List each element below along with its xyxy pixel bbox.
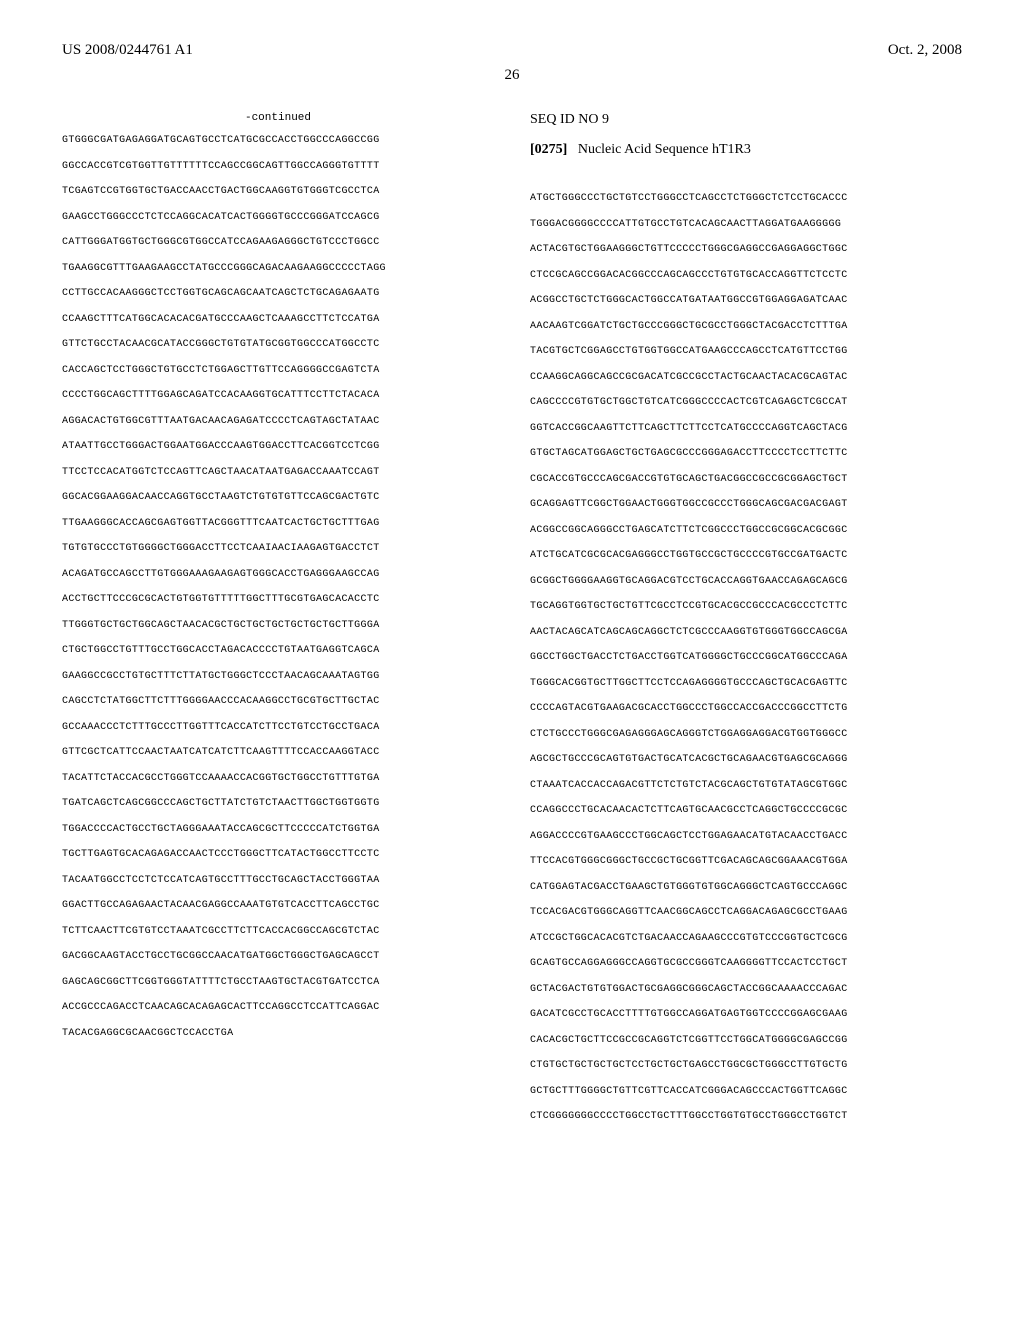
page-number: 26	[62, 67, 962, 84]
page-header: US 2008/0244761 A1 Oct. 2, 2008	[62, 42, 962, 59]
paragraph: [0275] Nucleic Acid Sequence hT1R3	[530, 142, 962, 158]
left-column: -continued GTGGGCGATGAGAGGATGCAGTGCCTCAT…	[62, 112, 494, 1130]
right-column: SEQ ID NO 9 [0275] Nucleic Acid Sequence…	[530, 112, 962, 1130]
continued-label: -continued	[62, 112, 494, 124]
two-column-layout: -continued GTGGGCGATGAGAGGATGCAGTGCCTCAT…	[62, 112, 962, 1130]
publication-date: Oct. 2, 2008	[888, 42, 962, 59]
paragraph-text: Nucleic Acid Sequence hT1R3	[578, 142, 751, 157]
sequence-block-right: ATGCTGGGCCCTGCTGTCCTGGGCCTCAGCCTCTGGGCTC…	[530, 186, 962, 1130]
patent-number: US 2008/0244761 A1	[62, 42, 193, 59]
sequence-block-left: GTGGGCGATGAGAGGATGCAGTGCCTCATGCGCCACCTGG…	[62, 128, 494, 1046]
seq-id-heading: SEQ ID NO 9	[530, 112, 962, 128]
paragraph-number: [0275]	[530, 142, 567, 157]
